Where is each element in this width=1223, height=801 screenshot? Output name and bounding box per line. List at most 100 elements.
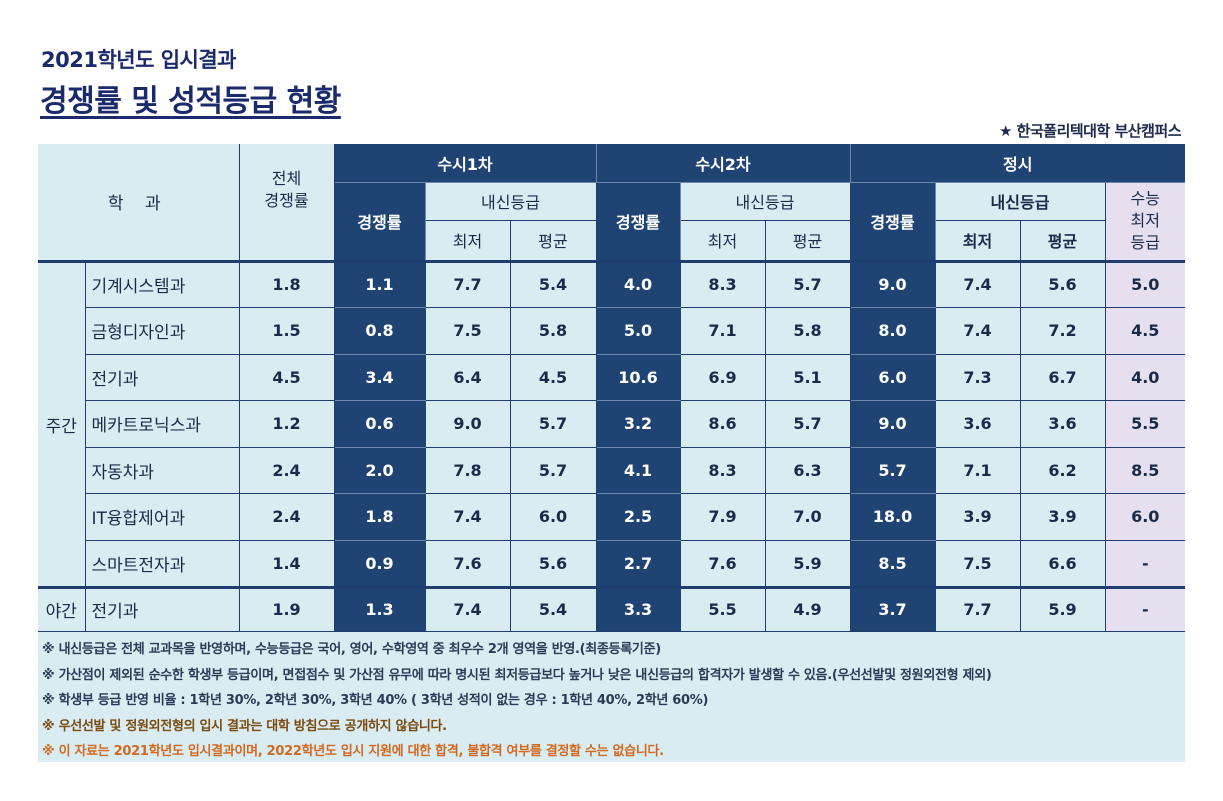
cell-s2-min: 8.3 <box>680 447 766 494</box>
cell-total: 1.5 <box>239 307 335 355</box>
cell-s2-min: 7.1 <box>680 307 766 355</box>
table-row: 금형디자인과 1.5 0.8 7.5 5.8 5.0 7.1 5.8 8.0 7.4 7.2 4.5 <box>38 307 1186 355</box>
cell-j-sn: 4.5 <box>1105 307 1186 355</box>
cell-j-min: 7.1 <box>935 447 1021 494</box>
cell-j-rate: 3.7 <box>850 587 936 634</box>
header-s2-naesin: 내신등급 <box>680 182 851 221</box>
cell-j-avg: 3.6 <box>1020 400 1106 448</box>
cell-total: 1.8 <box>239 261 335 308</box>
cell-s2-avg: 5.8 <box>765 307 851 355</box>
note-3: ※ 학생부 등급 반영 비율 : 1학년 30%, 2학년 30%, 3학년 4… <box>42 693 709 708</box>
cell-s2-rate: 3.2 <box>596 400 681 448</box>
cell-total: 2.4 <box>239 493 335 541</box>
cell-s2-avg: 5.9 <box>765 540 851 589</box>
cell-s2-avg: 5.7 <box>765 261 851 308</box>
dept-name: IT융합제어과 <box>85 493 240 541</box>
table-row: 스마트전자과 1.4 0.9 7.6 5.6 2.7 7.6 5.9 8.5 7.5 6.6- <box>38 540 1186 589</box>
table-row: 자동차과 2.4 2.0 7.8 5.7 4.1 8.3 6.3 5.7 7.1 6.2 8.5 <box>38 447 1186 494</box>
cell-s2-rate: 3.3 <box>596 587 681 634</box>
cell-j-rate: 9.0 <box>850 400 936 448</box>
cell-total: 2.4 <box>239 447 335 494</box>
cell-j-avg: 5.9 <box>1020 587 1106 634</box>
cell-s1-rate: 1.3 <box>334 587 426 634</box>
cell-s1-rate: 0.6 <box>334 400 426 448</box>
cell-j-rate: 18.0 <box>850 493 936 541</box>
note-1: ※ 내신등급은 전체 교과목을 반영하며, 수능등급은 국어, 영어, 수학영역… <box>42 642 661 657</box>
dept-name: 전기과 <box>85 354 240 401</box>
table-row: 전기과 4.5 3.4 6.4 4.5 10.6 6.9 5.1 6.0 7.3 6.7 4.0 <box>38 354 1186 401</box>
dept-name: 메카트로닉스과 <box>85 400 240 448</box>
cell-s1-avg: 5.7 <box>510 447 597 494</box>
results-table: 학 과 전체 경쟁률 수시1차 수시2차 정시 경쟁률 내신등급 경쟁률 내신등… <box>38 144 1186 634</box>
cell-s1-min: 7.4 <box>425 493 511 541</box>
cell-j-min: 3.9 <box>935 493 1021 541</box>
header-total-rate: 전체 경쟁률 <box>239 144 335 263</box>
cell-s1-avg: 4.5 <box>510 354 597 401</box>
cell-j-avg: 6.6 <box>1020 540 1106 589</box>
cell-s2-avg: 5.1 <box>765 354 851 401</box>
header-s1-naesin: 내신등급 <box>425 182 597 221</box>
cell-s1-min: 7.4 <box>425 587 511 634</box>
cell-j-avg: 6.7 <box>1020 354 1106 401</box>
cell-s2-rate: 4.0 <box>596 261 681 308</box>
header-susi1: 수시1차 <box>334 144 597 183</box>
cell-s2-avg: 7.0 <box>765 493 851 541</box>
cell-j-sn: 8.5 <box>1105 447 1186 494</box>
dept-name: 스마트전자과 <box>85 540 240 589</box>
cell-j-min: 7.4 <box>935 261 1021 308</box>
cell-j-rate: 8.0 <box>850 307 936 355</box>
cell-total: 1.2 <box>239 400 335 448</box>
header-j-naesin: 내신등급 <box>935 182 1106 221</box>
cell-j-rate: 5.7 <box>850 447 936 494</box>
header-s2-min: 최저 <box>680 220 766 263</box>
dept-name: 금형디자인과 <box>85 307 240 355</box>
cell-s1-min: 9.0 <box>425 400 511 448</box>
cell-j-sn: - <box>1105 587 1186 634</box>
header-j-rate: 경쟁률 <box>850 182 936 263</box>
cell-j-rate: 9.0 <box>850 261 936 308</box>
header-s2-rate: 경쟁률 <box>596 182 681 263</box>
cell-j-sn: 5.0 <box>1105 261 1186 308</box>
cell-s1-avg: 5.8 <box>510 307 597 355</box>
cell-s1-rate: 1.8 <box>334 493 426 541</box>
cell-s1-min: 7.6 <box>425 540 511 589</box>
cell-j-sn: - <box>1105 540 1186 589</box>
cell-j-sn: 4.0 <box>1105 354 1186 401</box>
cell-j-min: 7.7 <box>935 587 1021 634</box>
cell-s1-min: 7.8 <box>425 447 511 494</box>
cell-s2-avg: 5.7 <box>765 400 851 448</box>
table-row: 야간 전기과 1.9 1.3 7.4 5.4 3.3 5.5 4.9 3.7 7.7 5.9- <box>38 587 1186 634</box>
cell-j-min: 3.6 <box>935 400 1021 448</box>
header-susi2: 수시2차 <box>596 144 851 183</box>
cell-s2-avg: 4.9 <box>765 587 851 634</box>
cell-j-avg: 7.2 <box>1020 307 1106 355</box>
cell-s1-avg: 5.4 <box>510 261 597 308</box>
cell-j-avg: 5.6 <box>1020 261 1106 308</box>
cell-s2-rate: 10.6 <box>596 354 681 401</box>
header-jeongsi: 정시 <box>850 144 1186 183</box>
header-s1-rate: 경쟁률 <box>334 182 426 263</box>
cell-j-rate: 8.5 <box>850 540 936 589</box>
cell-j-rate: 6.0 <box>850 354 936 401</box>
cell-s1-rate: 2.0 <box>334 447 426 494</box>
cell-s1-rate: 0.9 <box>334 540 426 589</box>
header-j-min: 최저 <box>935 220 1021 263</box>
cell-s2-min: 7.6 <box>680 540 766 589</box>
cell-s2-avg: 6.3 <box>765 447 851 494</box>
cell-s2-rate: 4.1 <box>596 447 681 494</box>
header-s1-min: 최저 <box>425 220 511 263</box>
cell-s1-rate: 0.8 <box>334 307 426 355</box>
page-title: 경쟁률 및 성적등급 현황 <box>40 84 341 119</box>
cell-j-sn: 6.0 <box>1105 493 1186 541</box>
cell-s1-min: 6.4 <box>425 354 511 401</box>
dept-name: 기계시스템과 <box>85 261 240 308</box>
cell-j-sn: 5.5 <box>1105 400 1186 448</box>
note-5: ※ 이 자료는 2021학년도 입시결과이며, 2022학년도 입시 지원에 대… <box>42 744 664 759</box>
cell-s2-min: 5.5 <box>680 587 766 634</box>
group-day: 주간 <box>38 261 86 589</box>
header-suneung: 수능 최저 등급 <box>1105 182 1186 263</box>
cell-s1-avg: 5.6 <box>510 540 597 589</box>
dept-name: 전기과 <box>85 587 240 634</box>
cell-s2-min: 6.9 <box>680 354 766 401</box>
header-dept: 학 과 <box>38 144 240 263</box>
